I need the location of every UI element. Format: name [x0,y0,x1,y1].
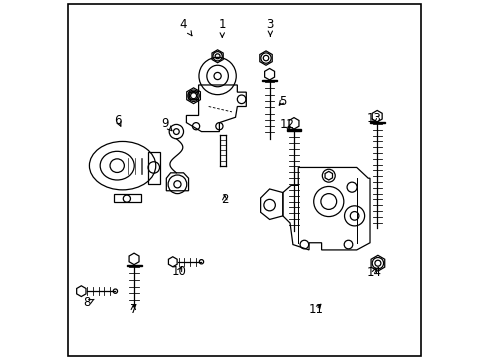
Bar [286,129,301,131]
Bar [262,80,277,81]
Bar [369,122,384,123]
Text: 7: 7 [129,303,137,316]
Text: 11: 11 [308,303,323,316]
Text: 8: 8 [83,296,94,309]
Text: 13: 13 [366,112,381,125]
Text: 10: 10 [171,265,186,278]
Text: 14: 14 [366,266,381,279]
Text: 2: 2 [221,193,228,206]
Text: 4: 4 [180,18,191,36]
Bar [126,265,141,266]
Text: 1: 1 [218,18,225,37]
Text: 3: 3 [266,18,273,36]
Text: 5: 5 [278,95,285,108]
Text: 6: 6 [114,114,122,127]
Text: 12: 12 [279,118,294,131]
Text: 9: 9 [161,117,172,131]
